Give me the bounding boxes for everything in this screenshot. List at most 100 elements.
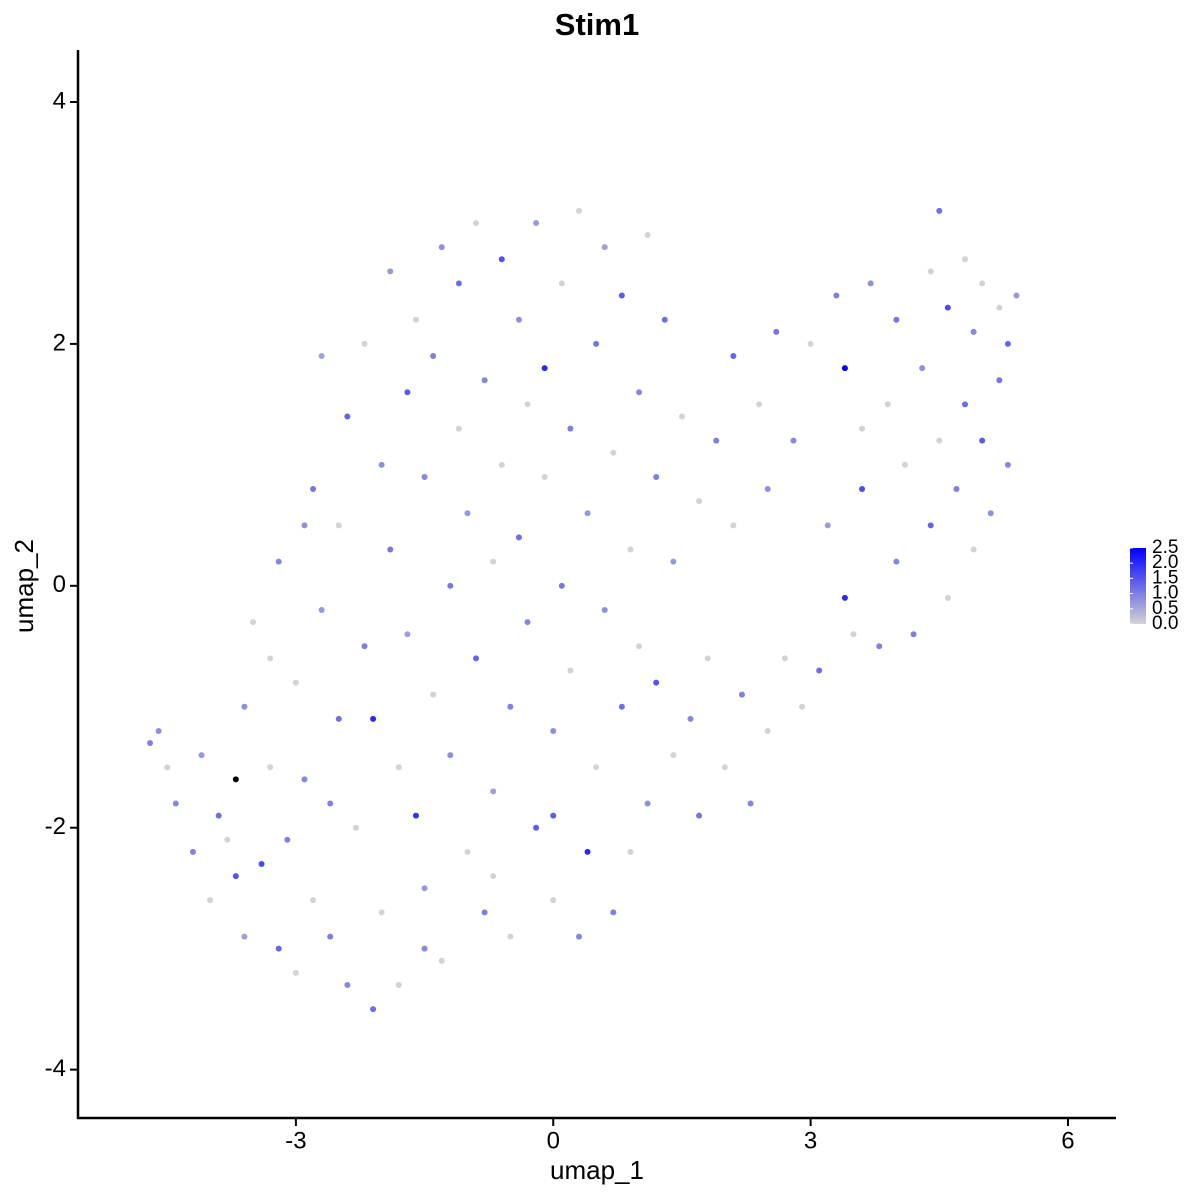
point	[730, 353, 737, 360]
point	[884, 401, 891, 408]
point	[721, 764, 728, 771]
point	[155, 727, 162, 734]
point	[507, 933, 514, 940]
point	[593, 764, 600, 771]
point	[455, 425, 462, 432]
point	[515, 316, 522, 323]
point	[164, 764, 171, 771]
point	[790, 437, 797, 444]
y-tick-label: 0	[53, 571, 66, 598]
point	[524, 619, 531, 626]
point	[558, 582, 565, 589]
point	[1004, 340, 1011, 347]
point	[275, 558, 282, 565]
point	[670, 752, 677, 759]
point	[267, 764, 274, 771]
point	[841, 365, 848, 372]
point	[404, 389, 411, 396]
point	[653, 679, 660, 686]
point	[370, 715, 377, 722]
point	[370, 1006, 377, 1013]
point	[378, 909, 385, 916]
y-axis-label: umap_2	[9, 539, 39, 633]
point	[575, 933, 582, 940]
x-axis-label: umap_1	[550, 1155, 644, 1185]
point	[507, 703, 514, 710]
point	[455, 280, 462, 287]
point	[387, 268, 394, 275]
point	[670, 558, 677, 565]
point	[301, 776, 308, 783]
point	[781, 655, 788, 662]
point	[859, 486, 866, 493]
point	[558, 280, 565, 287]
point	[618, 292, 625, 299]
point	[395, 764, 402, 771]
point	[550, 812, 557, 819]
point	[361, 340, 368, 347]
point	[550, 727, 557, 734]
point	[473, 219, 480, 226]
point	[430, 691, 437, 698]
point	[404, 631, 411, 638]
point	[524, 401, 531, 408]
point	[541, 473, 548, 480]
point	[636, 643, 643, 650]
point	[610, 449, 617, 456]
point	[421, 473, 428, 480]
point	[944, 594, 951, 601]
point	[893, 558, 900, 565]
point	[799, 703, 806, 710]
point	[421, 945, 428, 952]
point	[430, 353, 437, 360]
point	[644, 800, 651, 807]
point	[310, 897, 317, 904]
point	[292, 679, 299, 686]
point	[250, 619, 257, 626]
point	[996, 377, 1003, 384]
x-tick-label: -3	[285, 1127, 306, 1154]
point	[747, 800, 754, 807]
x-tick-label: 3	[804, 1127, 817, 1154]
point	[232, 873, 239, 880]
point	[481, 377, 488, 384]
point	[944, 304, 951, 311]
point	[584, 848, 591, 855]
point	[327, 800, 334, 807]
point	[807, 340, 814, 347]
x-tick-label: 0	[547, 1127, 560, 1154]
point	[601, 607, 608, 614]
point	[567, 425, 574, 432]
point	[738, 691, 745, 698]
point	[267, 655, 274, 662]
point	[301, 522, 308, 529]
point	[327, 933, 334, 940]
point	[593, 340, 600, 347]
point	[172, 800, 179, 807]
colorbar-tick-label: 2.0	[1152, 552, 1178, 573]
point	[498, 256, 505, 263]
point	[310, 486, 317, 493]
point	[910, 631, 917, 638]
point	[378, 461, 385, 468]
point	[241, 933, 248, 940]
point	[979, 437, 986, 444]
point	[704, 655, 711, 662]
colorbar-tick-label: 0.0	[1152, 613, 1178, 634]
point	[344, 413, 351, 420]
point	[147, 740, 154, 747]
point	[816, 667, 823, 674]
point	[1004, 461, 1011, 468]
point	[927, 268, 934, 275]
point	[318, 607, 325, 614]
point	[636, 389, 643, 396]
point	[550, 897, 557, 904]
point	[567, 667, 574, 674]
point	[618, 703, 625, 710]
y-tick-label: 2	[53, 329, 66, 356]
point	[421, 885, 428, 892]
point	[318, 353, 325, 360]
point	[447, 752, 454, 759]
point	[541, 365, 548, 372]
point	[927, 522, 934, 529]
